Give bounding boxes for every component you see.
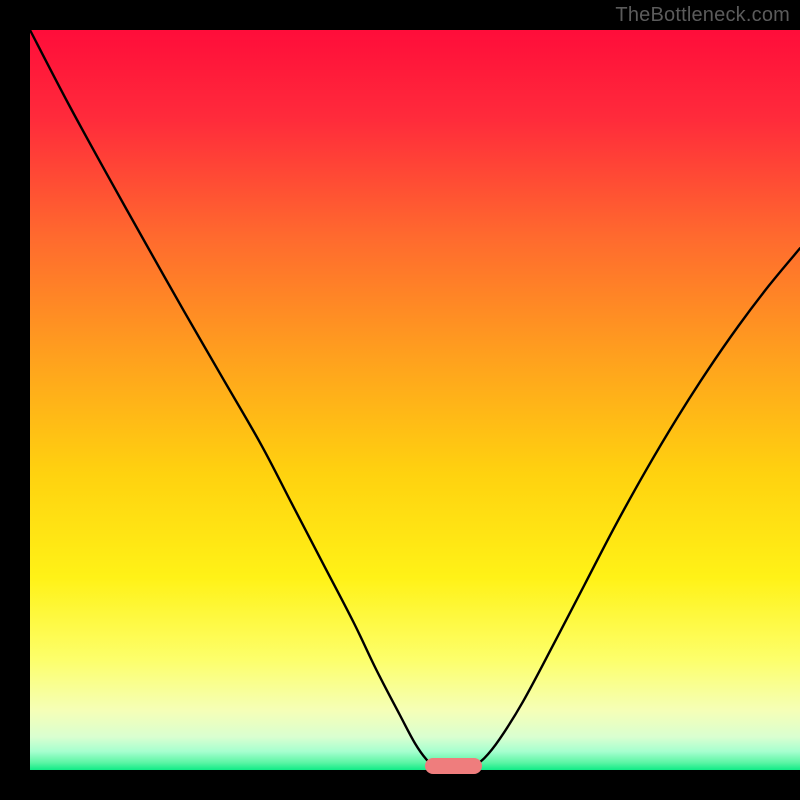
watermark-text: TheBottleneck.com <box>615 4 790 27</box>
plot-area <box>30 30 800 770</box>
optimal-range-marker <box>425 758 483 774</box>
bottleneck-curve <box>30 30 800 770</box>
